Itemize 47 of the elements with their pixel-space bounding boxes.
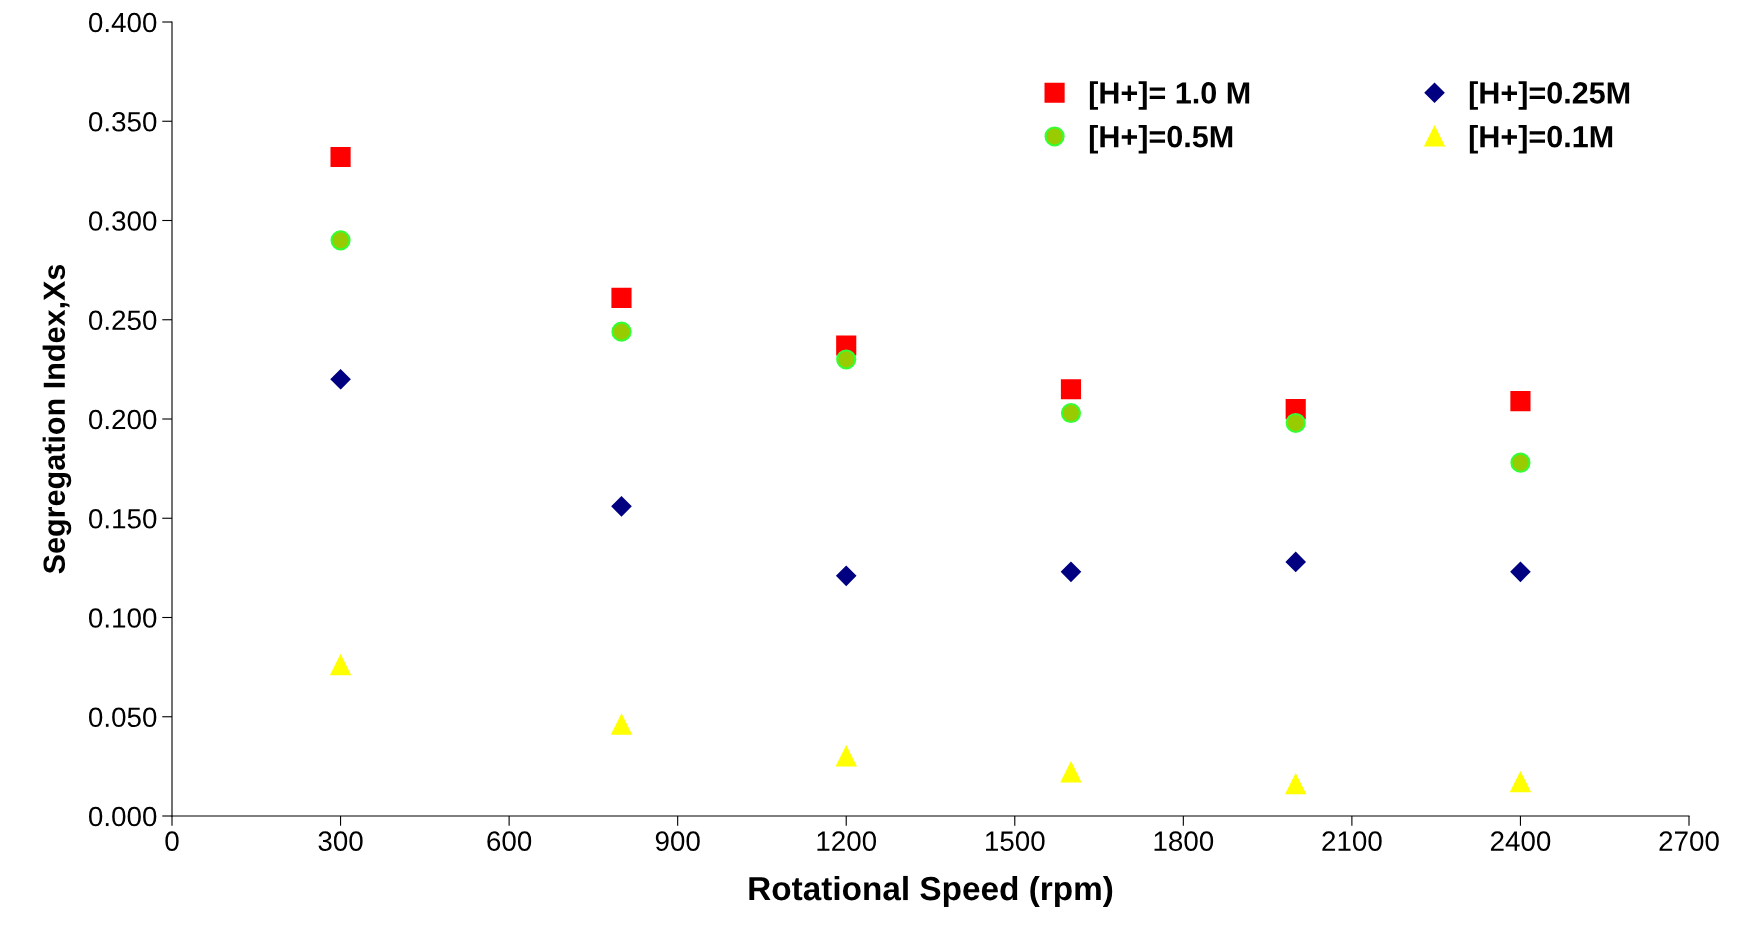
y-axis-title: Segregation Index,Xs: [42, 264, 72, 574]
legend-label: [H+]=0.1M: [1469, 125, 1613, 154]
point: [1510, 561, 1531, 582]
point: [836, 746, 857, 767]
point: [1061, 561, 1081, 582]
point: [1285, 552, 1306, 572]
point: [1060, 762, 1082, 783]
legend-label: [H+]=0.25M: [1469, 81, 1630, 110]
y-tick-label: 0.300: [89, 211, 157, 231]
point: [330, 655, 351, 676]
y-tick-label: 0.150: [89, 508, 157, 529]
y-tick-label: 0.050: [89, 707, 157, 728]
point: [1510, 391, 1531, 412]
point: [1285, 774, 1306, 795]
y-tick-label: 0.000: [89, 806, 157, 827]
x-tick-label: 2400: [1490, 831, 1551, 851]
x-axis-title: Rotational Speed (rpm): [749, 875, 1113, 907]
point: [836, 565, 857, 586]
point: [1285, 412, 1306, 434]
point: [1510, 452, 1531, 473]
y-tick-label: 0.400: [89, 12, 157, 33]
point: [1060, 379, 1082, 400]
point: [611, 714, 632, 735]
x-tick-label: 300: [318, 831, 363, 851]
point: [1510, 772, 1531, 793]
x-tick-label: 2100: [1322, 831, 1382, 851]
y-tick-label: 0.250: [89, 310, 157, 331]
point: [1060, 402, 1082, 424]
x-tick-label: 0: [165, 831, 179, 851]
point: [611, 321, 632, 342]
x-tick-label: 900: [655, 831, 700, 851]
point: [611, 287, 632, 308]
point: [836, 349, 857, 370]
point: [330, 230, 351, 251]
x-tick-label: 600: [487, 831, 532, 851]
x-tick-label: 1800: [1154, 831, 1214, 851]
point: [330, 369, 351, 390]
y-tick-label: 0.200: [89, 409, 157, 430]
legend-label: [H+]= 1.0 M: [1089, 81, 1250, 110]
x-tick-label: 1200: [817, 831, 877, 851]
x-tick-label: 1500: [986, 831, 1045, 851]
y-tick-label: 0.350: [89, 111, 157, 132]
point: [611, 496, 632, 517]
x-tick-label: 2700: [1659, 831, 1719, 851]
legend-label: [H+]=0.5M: [1089, 125, 1233, 154]
y-tick-label: 0.100: [89, 608, 157, 628]
point: [330, 146, 351, 168]
